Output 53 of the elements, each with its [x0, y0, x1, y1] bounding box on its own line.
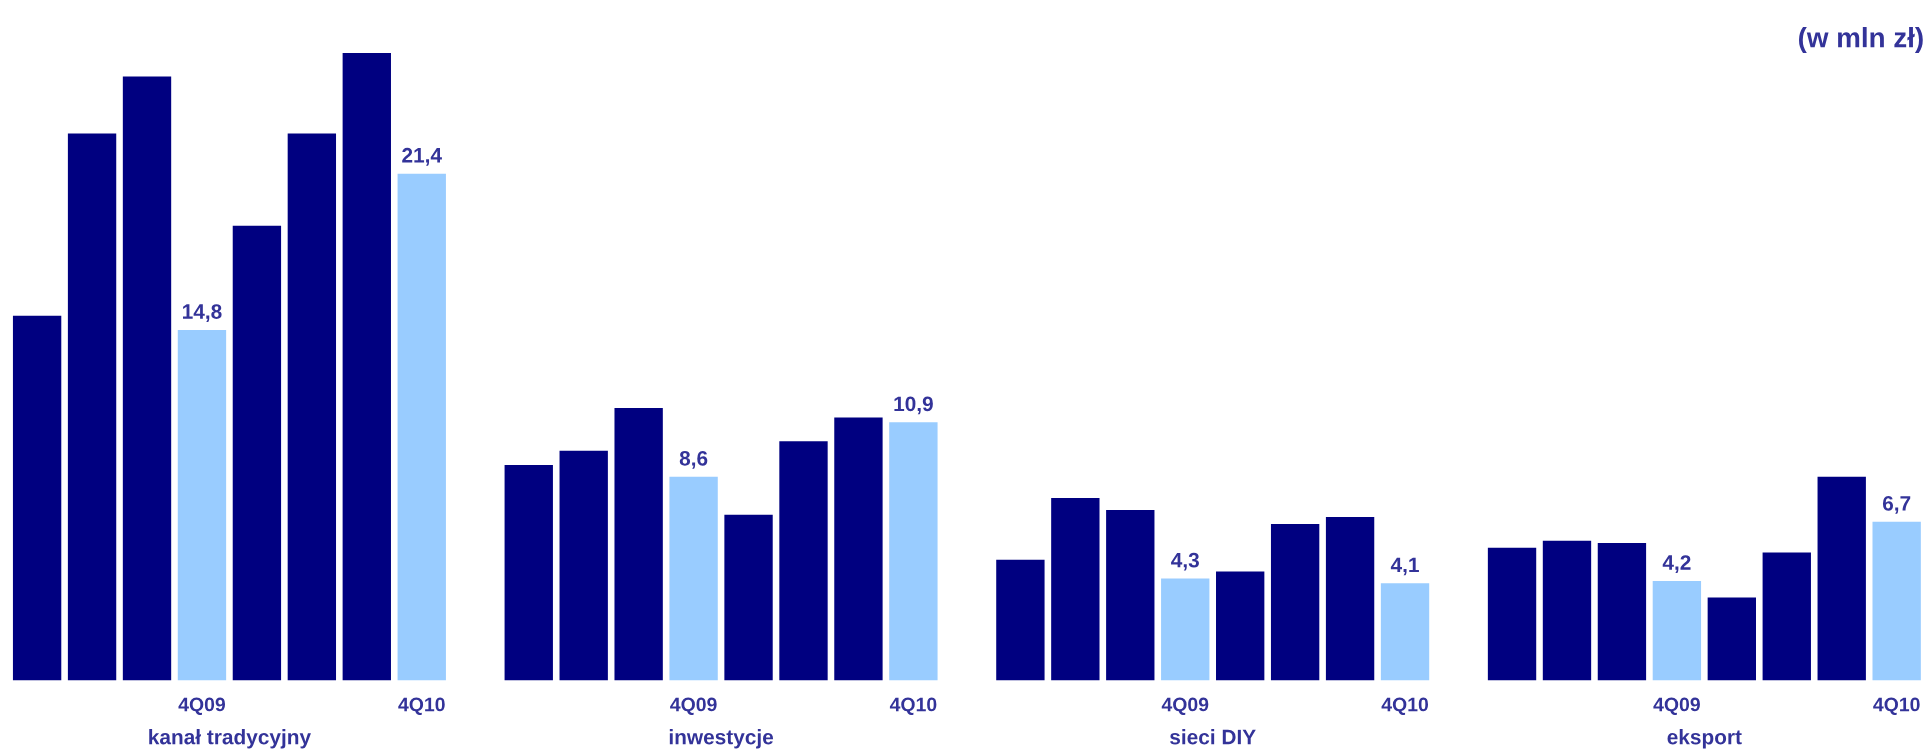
bar [1380, 583, 1430, 681]
data-label: 8,6 [679, 450, 708, 469]
x-axis-title: kanał tradycyjny [149, 729, 311, 749]
bar [397, 173, 446, 681]
bar [67, 133, 117, 681]
bar [1542, 540, 1592, 681]
bar [12, 315, 62, 681]
bar [1216, 571, 1265, 681]
x-tick-label: 4Q09 [1161, 697, 1209, 715]
x-tick-label: 4Q10 [1873, 697, 1920, 715]
x-axis-title: inwestycje [669, 729, 774, 749]
bar [1051, 498, 1100, 681]
bar [1597, 543, 1647, 681]
x-axis-title: eksport [1667, 729, 1742, 749]
bar [889, 422, 938, 681]
bar [1707, 597, 1756, 681]
data-label: 10,9 [894, 396, 933, 415]
data-label: 4,1 [1390, 557, 1419, 576]
bar [122, 76, 172, 681]
bar [287, 133, 337, 681]
bar [724, 514, 773, 681]
bar [1106, 509, 1155, 681]
bar [559, 450, 608, 681]
x-tick-label: 4Q09 [1653, 697, 1700, 715]
bar [342, 52, 391, 681]
text: (w mln zł) [1799, 27, 1923, 53]
data-label: 6,7 [1882, 495, 1911, 514]
bar [1161, 578, 1210, 681]
data-label: 4,3 [1171, 552, 1199, 571]
bar [177, 329, 227, 681]
data-label: 4,2 [1662, 555, 1691, 573]
bar [1270, 524, 1320, 681]
bar [232, 225, 282, 681]
data-label: 14,8 [183, 304, 222, 322]
bar [1817, 476, 1866, 681]
x-tick-label: 4Q10 [398, 697, 445, 715]
x-tick-label: 4Q09 [178, 697, 226, 715]
bar [1762, 552, 1811, 681]
bar [834, 417, 883, 681]
bar [1872, 521, 1921, 681]
x-tick-label: 4Q10 [1381, 697, 1429, 715]
x-axis-title: sieci DIY [1170, 729, 1256, 745]
bar [1325, 517, 1375, 681]
bar [1487, 547, 1537, 681]
data-label: 21,4 [402, 147, 442, 166]
bar [779, 441, 828, 681]
bar [1652, 580, 1702, 681]
bar [669, 476, 718, 681]
x-tick-label: 4Q10 [889, 697, 937, 715]
bar [614, 408, 663, 681]
x-tick-label: 4Q09 [670, 697, 717, 715]
bar [996, 559, 1045, 681]
bar [504, 464, 553, 681]
